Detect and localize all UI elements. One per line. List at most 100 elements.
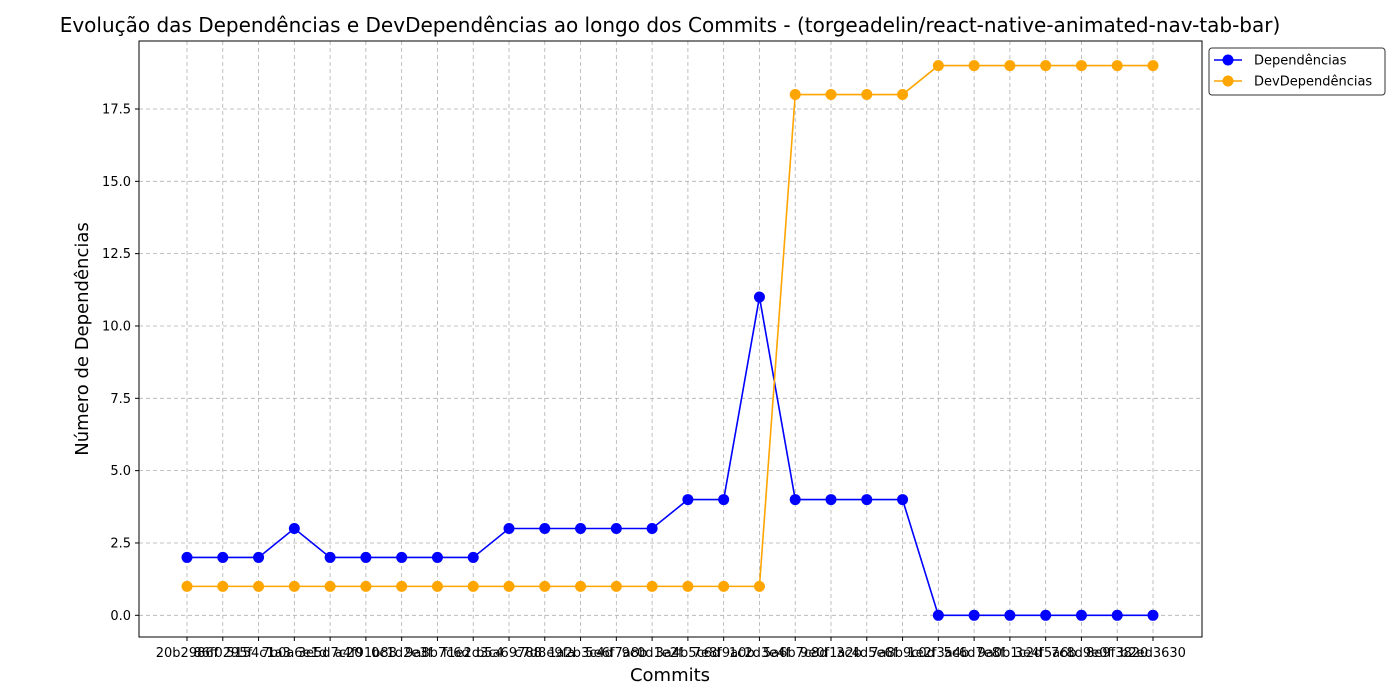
data-point [467, 580, 479, 592]
x-tick-label: 9c0d1e2f [622, 646, 683, 661]
data-point [1004, 609, 1016, 621]
x-tick-label: 5a6b7c8d [763, 646, 828, 661]
x-axis-label: Commits [630, 665, 710, 686]
data-point [575, 580, 587, 592]
x-tick-label: 20b2986f [156, 646, 219, 661]
x-tick-label: 7b0a6e1d [262, 646, 328, 661]
series-line [187, 64, 1153, 588]
data-point [503, 580, 515, 592]
y-tick-label: 5.0 [110, 464, 131, 479]
legend-box [1208, 47, 1386, 96]
data-point [932, 60, 944, 72]
x-tick-label: 7c8d9e0f [1051, 646, 1112, 661]
data-point [682, 580, 694, 592]
data-point [253, 551, 265, 563]
data-point [861, 89, 873, 101]
data-point [539, 580, 551, 592]
data-point [181, 551, 193, 563]
x-tick-label: 5154c1a3 [226, 646, 291, 661]
data-point [1004, 60, 1016, 72]
data-point [1040, 60, 1052, 72]
data-point [1111, 60, 1123, 72]
series-0 [181, 291, 1159, 621]
data-point [682, 494, 694, 506]
x-tick-label: 3e5d7c20 [298, 646, 363, 661]
legend-marker [1222, 54, 1234, 66]
x-tick-label: 1e2f3a4b [907, 646, 969, 661]
chart-title: Evolução das Dependências e DevDependênc… [60, 13, 1281, 37]
data-point [575, 523, 587, 535]
x-tick-label: 1a2b3c4d [548, 646, 613, 661]
data-point [646, 580, 658, 592]
y-tick-label: 2.5 [110, 536, 131, 551]
x-tick-label: 9e0f1a2b [800, 646, 862, 661]
data-point [396, 551, 408, 563]
data-point [1040, 609, 1052, 621]
grid [139, 41, 1202, 637]
data-point [968, 60, 980, 72]
data-point [646, 523, 658, 535]
data-point [897, 494, 909, 506]
x-tick-label: 86f0295f [193, 646, 252, 661]
x-tick-label: 3a4b5c6d [656, 646, 721, 661]
data-point [253, 580, 265, 592]
x-tick-label: 9a0b1c2d [978, 646, 1043, 661]
legend-label: DevDependências [1254, 75, 1372, 90]
x-tick-label: b2ed3630 [1120, 646, 1186, 661]
data-point [360, 551, 372, 563]
legend: Dependências DevDependências [1208, 47, 1386, 96]
data-point [753, 291, 765, 303]
data-point [396, 580, 408, 592]
data-point [610, 580, 622, 592]
y-tick-label: 17.5 [102, 102, 131, 117]
x-tick-label: c7d8e9fa [514, 646, 575, 661]
data-point [753, 580, 765, 592]
legend-item-1: DevDependências [1214, 75, 1372, 90]
data-point [825, 89, 837, 101]
data-point [789, 494, 801, 506]
data-point [861, 494, 873, 506]
data-point [217, 580, 229, 592]
legend-item-0: Dependências [1214, 54, 1347, 69]
x-tick-label: 3e4f5a6b [1015, 646, 1077, 661]
x-tick-label: f1e2d3c4 [443, 646, 504, 661]
x-tick-label: 5c6d7e8f [944, 646, 1005, 661]
series-line [187, 296, 1153, 617]
data-point [1075, 60, 1087, 72]
x-tick-label: 7a8b9c0d [870, 646, 935, 661]
data-point [467, 551, 479, 563]
series-1 [181, 60, 1159, 592]
data-point [968, 609, 980, 621]
data-point [610, 523, 622, 535]
x-tick-label: 7e8f9a0b [693, 646, 755, 661]
y-tick-label: 12.5 [102, 247, 131, 262]
y-tick-label: 10.0 [102, 319, 131, 334]
data-point [288, 580, 300, 592]
data-point [324, 580, 336, 592]
legend-label: Dependências [1254, 54, 1347, 69]
data-point [431, 580, 443, 592]
series-layer [181, 60, 1159, 621]
data-point [897, 89, 909, 101]
x-tick-label: 9a8b7c6d [405, 646, 470, 661]
data-point [825, 494, 837, 506]
legend-marker [1222, 75, 1234, 87]
y-axis: 0.0 2.5 5.0 7.5 10.0 12.5 15.0 17.5 [102, 102, 139, 624]
y-tick-label: 7.5 [110, 392, 131, 407]
data-point [789, 89, 801, 101]
data-point [288, 523, 300, 535]
data-point [718, 494, 730, 506]
y-axis-label: Número de Dependências [72, 222, 93, 456]
x-tick-label: 5e6f7a8b [585, 646, 647, 661]
data-point [181, 580, 193, 592]
data-point [718, 580, 730, 592]
plot-area [138, 40, 1203, 638]
x-tick-label: 3c4d5e6f [836, 646, 897, 661]
data-point [431, 551, 443, 563]
data-point [360, 580, 372, 592]
x-tick-label: 1c2d3e4f [729, 646, 790, 661]
y-tick-label: 0.0 [110, 609, 131, 624]
data-point [503, 523, 515, 535]
data-point [324, 551, 336, 563]
